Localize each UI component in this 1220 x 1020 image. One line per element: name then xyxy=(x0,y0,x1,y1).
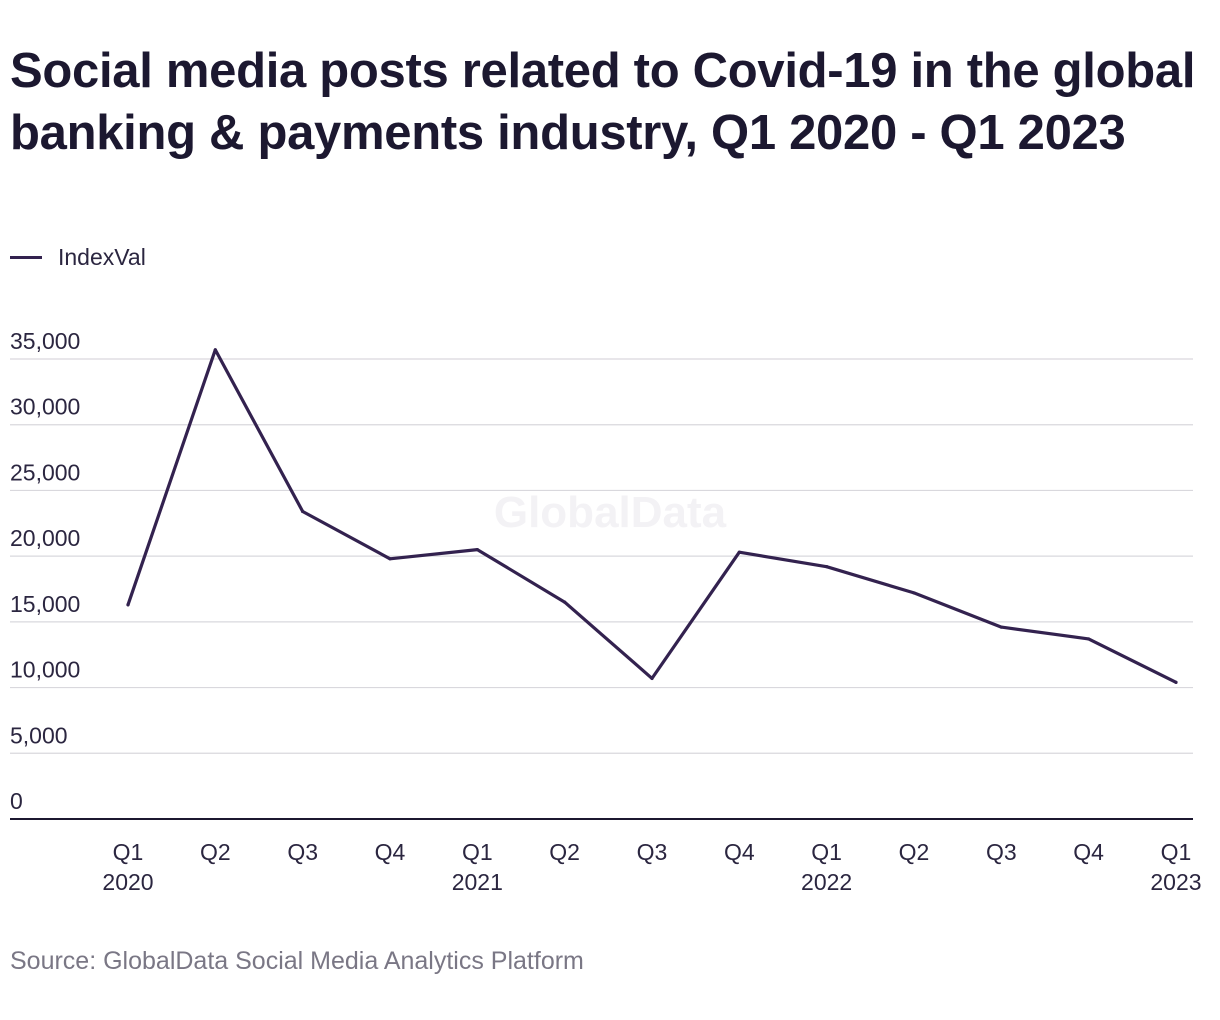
data-point xyxy=(912,591,916,595)
y-tick-label: 20,000 xyxy=(10,525,80,551)
y-axis-ticks: 0 5,000 10,000 15,000 20,000 25,000 30,000 35,0… xyxy=(10,328,80,814)
data-point xyxy=(825,565,829,569)
data-point xyxy=(1087,637,1091,641)
data-point xyxy=(301,509,305,514)
x-tick-label: Q1 xyxy=(113,839,144,865)
data-point xyxy=(650,676,654,680)
watermark: GlobalData xyxy=(494,488,727,537)
data-point xyxy=(475,547,479,552)
chart-plot: GlobalData 0 5,000 10,000 15,000 20,000 25,00… xyxy=(10,328,1202,895)
data-point xyxy=(213,348,217,352)
x-tick-label: Q3 xyxy=(637,839,668,865)
x-tick-label: Q2 xyxy=(899,839,930,865)
y-tick-label: 25,000 xyxy=(10,459,80,485)
x-tick-label: Q4 xyxy=(1073,839,1104,865)
data-point xyxy=(999,625,1003,629)
y-tick-label: 30,000 xyxy=(10,394,80,420)
x-tick-year-label: 2023 xyxy=(1150,869,1201,895)
y-tick-label: 35,000 xyxy=(10,328,80,354)
x-tick-label: Q4 xyxy=(375,839,406,865)
x-tick-year-label: 2020 xyxy=(102,869,153,895)
y-tick-label: 15,000 xyxy=(10,591,80,617)
x-tick-year-label: 2022 xyxy=(801,869,852,895)
x-tick-label: Q1 xyxy=(462,839,493,865)
x-tick-label: Q3 xyxy=(287,839,318,865)
x-tick-label: Q2 xyxy=(200,839,231,865)
y-tick-label: 5,000 xyxy=(10,722,68,748)
legend-label: IndexVal xyxy=(58,243,146,270)
x-tick-label: Q4 xyxy=(724,839,755,865)
x-tick-label: Q3 xyxy=(986,839,1017,865)
data-point xyxy=(563,600,567,604)
data-point xyxy=(1174,680,1178,684)
legend: IndexVal xyxy=(10,242,146,272)
data-point xyxy=(388,557,392,561)
x-tick-label: Q2 xyxy=(549,839,580,865)
legend-swatch xyxy=(10,255,42,259)
x-tick-label: Q1 xyxy=(1161,839,1192,865)
data-point xyxy=(126,603,130,607)
series-layer xyxy=(126,348,1178,684)
source-note: Source: GlobalData Social Media Analytic… xyxy=(10,947,584,975)
chart-title: Social media posts related to Covid-19 i… xyxy=(10,44,1196,160)
y-tick-label: 0 xyxy=(10,788,23,814)
x-tick-label: Q1 xyxy=(811,839,842,865)
y-tick-label: 10,000 xyxy=(10,657,80,683)
gridlines xyxy=(10,358,1193,754)
x-tick-year-label: 2021 xyxy=(452,869,503,895)
x-axis-ticks: Q1 2020 Q2 Q3 Q4 Q1 2021 Q2 Q3 Q4 Q1 2022 Q2 Q3 Q4 Q1 20… xyxy=(102,839,1201,895)
data-point xyxy=(737,550,741,554)
